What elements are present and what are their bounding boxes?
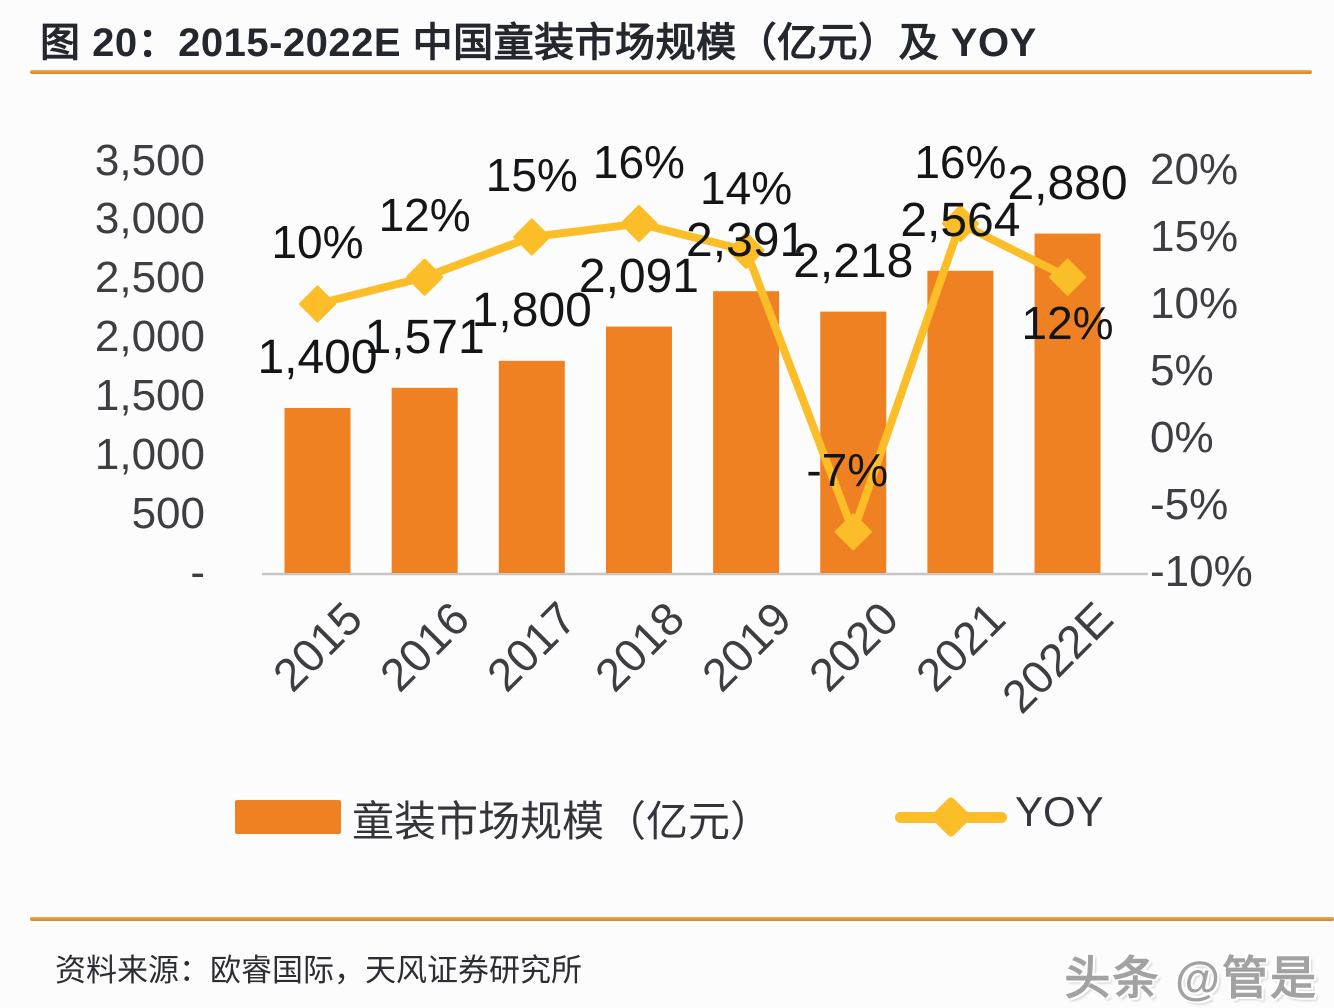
line-series-label: YOY bbox=[1015, 788, 1104, 835]
bar-2017 bbox=[498, 360, 565, 573]
bar-2016 bbox=[391, 387, 458, 573]
left-tick-1,500: 1,500 bbox=[94, 371, 205, 421]
watermark: 头条 @管是 bbox=[1064, 952, 1318, 1004]
title-divider bbox=[30, 70, 1312, 74]
left-tick-3,500: 3,500 bbox=[94, 135, 205, 185]
yoy-marker-2015 bbox=[299, 285, 336, 323]
yoy-label-2020: -7% bbox=[806, 443, 889, 496]
bar-series-label: 童装市场规模（亿元） bbox=[352, 798, 773, 845]
bar-label-2018: 2,091 bbox=[578, 249, 699, 303]
yoy-label-2018: 16% bbox=[592, 135, 685, 188]
left-tick-3,000: 3,000 bbox=[94, 194, 205, 244]
chart-area: 3,500 3,000 2,500 2,000 1,500 1,000 500 - 20% 15… bbox=[0, 80, 1334, 780]
bar-2019 bbox=[713, 291, 780, 573]
bar-2021 bbox=[927, 270, 994, 573]
yoy-marker-2018 bbox=[620, 205, 658, 243]
yoy-marker-2016 bbox=[406, 258, 444, 296]
left-tick-2,500: 2,500 bbox=[94, 253, 205, 303]
yoy-marker-2019 bbox=[727, 231, 765, 269]
yoy-label-2021: 16% bbox=[914, 135, 1007, 188]
right-tick-15%: 15% bbox=[1150, 212, 1239, 261]
right-tick-0%: 0% bbox=[1150, 413, 1214, 462]
right-tick-5%: 5% bbox=[1150, 346, 1214, 395]
yoy-marker-2021 bbox=[941, 205, 979, 243]
footer-divider bbox=[30, 917, 1334, 921]
bar-label-2021: 2,564 bbox=[900, 193, 1021, 247]
bar-2015 bbox=[284, 408, 351, 573]
bar-label-2016: 1,571 bbox=[364, 310, 485, 364]
yoy-marker-2017 bbox=[513, 218, 551, 256]
diamond-marker-icon bbox=[929, 795, 973, 839]
yoy-marker-2022E bbox=[1049, 258, 1087, 296]
line-series-swatch bbox=[895, 780, 1007, 856]
right-tick-20%: 20% bbox=[1150, 145, 1239, 194]
left-tick--: - bbox=[190, 548, 205, 597]
bar-label-2019: 2,391 bbox=[686, 214, 807, 268]
left-tick-500: 500 bbox=[131, 489, 205, 539]
bar-label-2017: 1,800 bbox=[471, 283, 592, 337]
right-tick-10%: 10% bbox=[1150, 279, 1239, 328]
source-note: 资料来源：欧睿国际，天风证券研究所 bbox=[55, 953, 582, 988]
left-tick-2,000: 2,000 bbox=[94, 312, 205, 362]
bar-label-2022E: 2,880 bbox=[1007, 156, 1128, 210]
yoy-line bbox=[316, 219, 1070, 536]
bar-series-swatch bbox=[235, 800, 341, 834]
bar-label-2020: 2,218 bbox=[793, 234, 914, 288]
bar-2018 bbox=[605, 326, 672, 573]
yoy-label-2015: 10% bbox=[271, 216, 364, 268]
yoy-label-2019: 14% bbox=[700, 162, 793, 215]
yoy-label-2017: 15% bbox=[485, 149, 578, 201]
yoy-label-2016: 12% bbox=[378, 189, 471, 242]
bar-label-2015: 1,400 bbox=[257, 331, 378, 384]
figure-title: 图 20：2015-2022E 中国童装市场规模（亿元）及 YOY bbox=[40, 21, 1037, 65]
yoy-marker-2020 bbox=[834, 513, 872, 551]
yoy-label-2022E: 12% bbox=[1021, 297, 1114, 350]
left-tick-1,000: 1,000 bbox=[94, 430, 205, 480]
legend: 童装市场规模（亿元） YOY bbox=[0, 780, 1334, 860]
right-tick--5%: -5% bbox=[1150, 480, 1229, 529]
right-tick--10%: -10% bbox=[1150, 547, 1253, 596]
